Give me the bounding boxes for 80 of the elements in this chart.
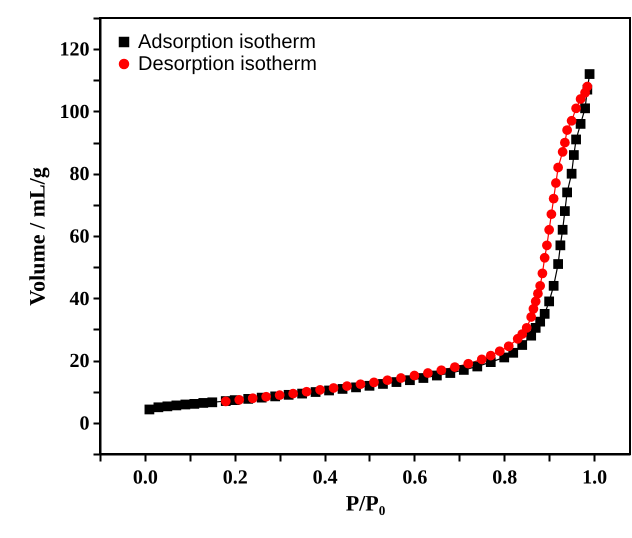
point [463,358,474,369]
point [261,392,272,402]
point [548,280,559,291]
x-tick-label: 0.4 [312,466,338,488]
point [571,134,581,144]
point [576,119,586,129]
point [486,350,496,360]
point [582,82,592,92]
point [548,194,559,204]
point [560,138,570,148]
point [562,188,572,198]
y-tick-label: 0 [80,412,90,434]
point [248,393,258,404]
y-tick-label: 60 [70,226,90,248]
point [558,147,568,157]
point [530,296,541,306]
point [540,252,550,263]
point [162,401,172,412]
point [535,280,546,291]
point [154,402,164,412]
y-tick-label: 80 [70,163,90,186]
y-tick-label: 40 [70,288,90,310]
y-tick-label: 20 [70,350,90,372]
point [274,390,285,400]
point [542,240,552,250]
point [544,296,554,306]
point [538,268,548,278]
point [189,398,200,409]
point [369,378,379,388]
point [580,103,590,114]
point [533,288,543,298]
x-tick-label: 0.6 [402,466,428,488]
point [315,384,325,395]
y-tick-label: 100 [60,100,90,123]
point [522,323,532,333]
point [546,209,556,220]
point [180,400,190,410]
point [560,206,570,216]
point [342,381,352,391]
legend-label: Adsorption isotherm [138,31,316,53]
legend-label: Desorption isotherm [138,53,317,75]
point [558,224,568,235]
point [551,178,561,188]
point [450,362,460,372]
point [356,379,366,390]
x-tick-label: 0.2 [222,466,248,488]
point [423,368,433,378]
point [171,400,182,410]
point [144,404,154,414]
point [556,240,566,250]
x-tick-label: 1.0 [582,466,608,488]
point [504,341,514,352]
point [207,397,218,408]
point [476,354,487,364]
point [566,116,576,126]
point [436,365,446,376]
point [568,150,579,160]
point [553,259,564,269]
point [382,375,392,386]
y-axis-title: Volume / mL/g [24,167,50,306]
point [584,69,594,79]
point [234,394,244,405]
point [288,388,298,398]
point [544,224,554,235]
x-axis-title: P/P₀ [346,490,386,516]
y-tick-label: 120 [60,38,90,61]
point [396,373,406,383]
point [566,168,576,179]
point [526,312,536,322]
point [553,162,564,172]
x-tick-label: 0.0 [132,466,158,488]
point [540,308,550,319]
point [562,125,572,135]
x-tick-label: 0.8 [492,466,518,488]
point [302,386,312,397]
point [198,398,208,408]
point [494,346,505,356]
point [328,383,338,393]
point [571,103,581,114]
point [410,370,420,380]
